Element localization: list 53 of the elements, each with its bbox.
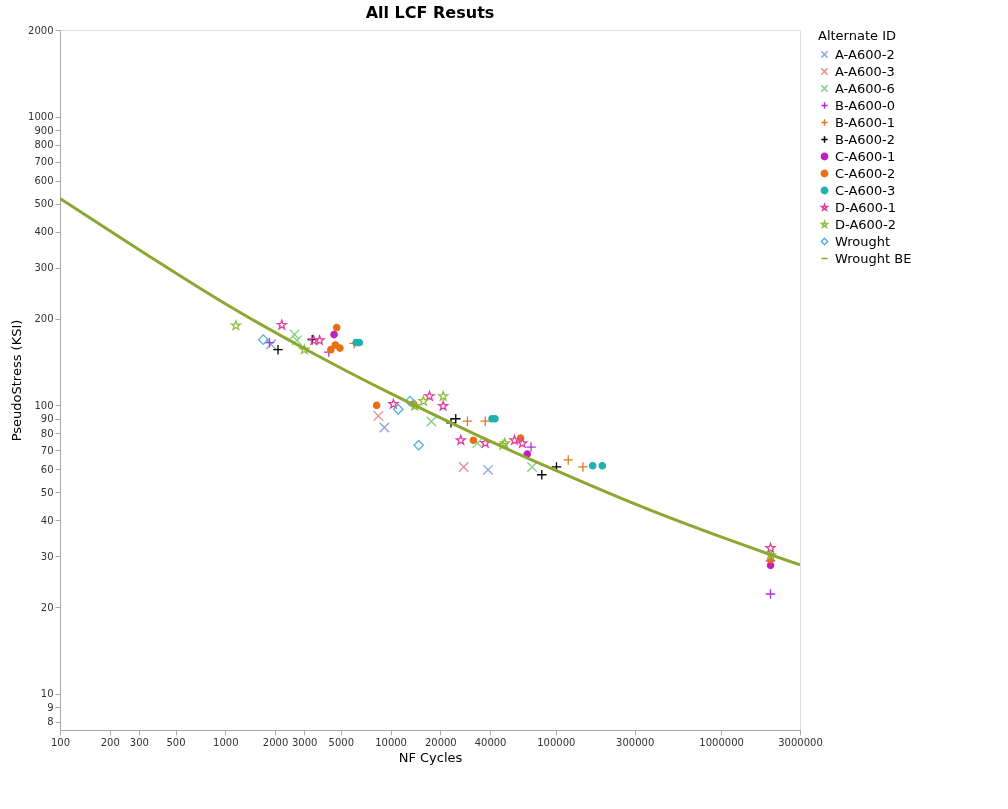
x-tick-label: 1000 xyxy=(213,736,239,748)
y-tick-label: 50 xyxy=(40,486,54,498)
x-tick-label: 2000 xyxy=(262,736,289,748)
y-axis-title: PseudoStress (KSI) xyxy=(9,319,25,442)
y-tick-label: 70 xyxy=(40,444,54,456)
y-tick-label: 900 xyxy=(34,124,54,136)
y-tick-label: 600 xyxy=(34,175,54,187)
x-tick-label: 300000 xyxy=(616,736,655,748)
y-tick-label: 60 xyxy=(40,463,54,475)
x-tick-label: 3000000 xyxy=(778,736,823,748)
legend-label: Wrought xyxy=(835,233,891,249)
y-tick-label: 400 xyxy=(34,226,54,238)
legend-label: D-A600-1 xyxy=(835,199,897,215)
x-tick-label: 5000 xyxy=(328,736,355,748)
y-tick-label: 40 xyxy=(40,514,54,526)
legend-label: Wrought BE xyxy=(835,250,912,266)
y-tick-label: 30 xyxy=(40,550,54,562)
x-tick-label: 500 xyxy=(166,736,186,748)
y-tick-label: 500 xyxy=(34,198,54,210)
y-tick-label: 10 xyxy=(40,688,54,700)
x-tick-label: 10000 xyxy=(375,736,407,748)
x-axis-title: NF Cycles xyxy=(398,749,463,765)
y-tick-label: 100 xyxy=(34,399,54,411)
x-tick-label: 200 xyxy=(100,736,120,748)
x-tick-label: 40000 xyxy=(474,736,507,748)
x-tick-label: 1000000 xyxy=(699,736,744,748)
y-tick-label: 2000 xyxy=(28,24,54,36)
y-tick-label: 300 xyxy=(34,262,54,274)
chart-title: All LCF Resuts xyxy=(365,3,495,22)
y-tick-label: 700 xyxy=(34,156,54,168)
y-tick-label: 8 xyxy=(47,716,54,728)
legend-label: C-A600-1 xyxy=(835,148,896,164)
x-tick-label: 100000 xyxy=(537,736,576,748)
legend-label: C-A600-3 xyxy=(835,182,896,198)
x-tick-label: 20000 xyxy=(424,736,457,748)
legend-label: B-A600-1 xyxy=(835,114,895,130)
legend-label: C-A600-2 xyxy=(835,165,896,181)
y-tick-label: 80 xyxy=(40,427,54,439)
y-tick-label: 90 xyxy=(40,413,54,425)
y-tick-label: 1000 xyxy=(28,111,54,123)
legend-title: Alternate ID xyxy=(818,28,896,43)
y-tick-label: 9 xyxy=(47,701,54,713)
y-tick-label: 200 xyxy=(34,313,54,325)
legend-label: A-A600-2 xyxy=(835,46,895,62)
x-tick-label: 3000 xyxy=(291,736,318,748)
legend-label: A-A600-3 xyxy=(835,63,895,79)
y-tick-label: 800 xyxy=(34,139,54,151)
legend-label: A-A600-6 xyxy=(835,80,895,96)
legend-label: B-A600-0 xyxy=(835,97,895,113)
legend-label: D-A600-2 xyxy=(835,216,897,232)
x-tick-label: 300 xyxy=(129,736,149,748)
y-tick-label: 20 xyxy=(40,601,54,613)
legend-label: B-A600-2 xyxy=(835,131,895,147)
